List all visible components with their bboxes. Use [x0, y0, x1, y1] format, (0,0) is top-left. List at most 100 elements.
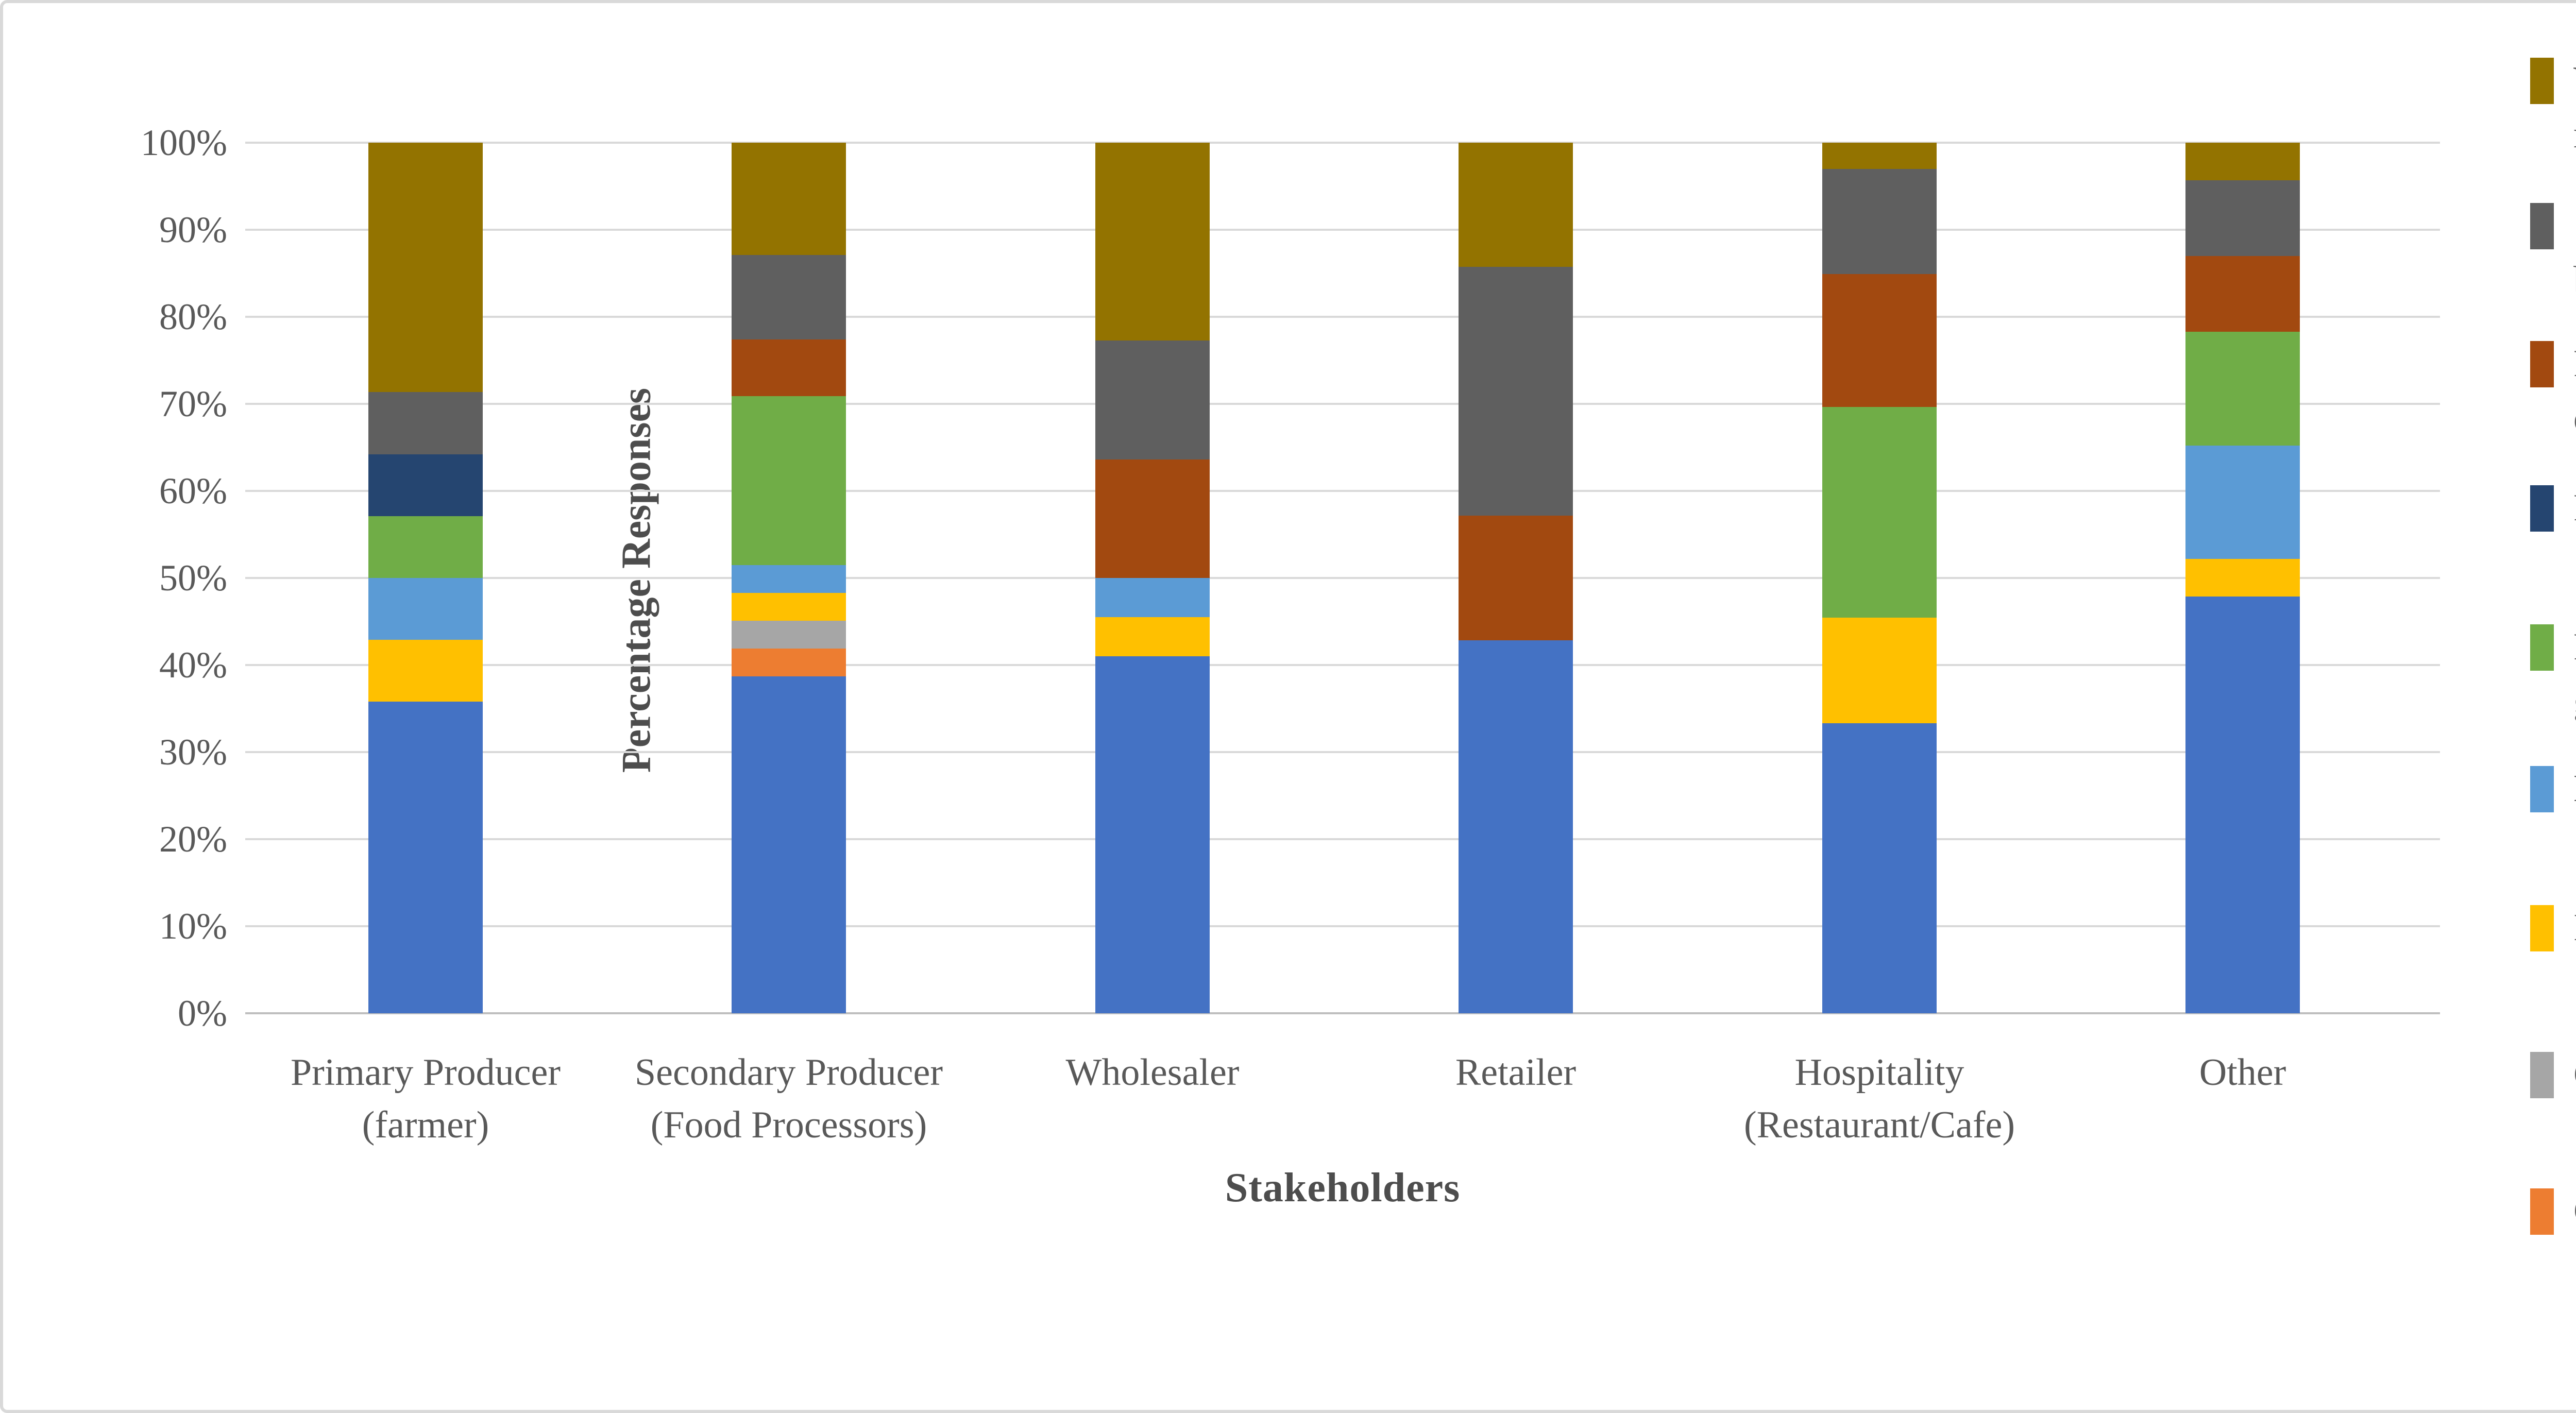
legend-label: Spoiled/contaminated product within best…: [2573, 198, 2576, 308]
bar-secondary-producer: [732, 143, 846, 1013]
bar-segment: [732, 143, 846, 256]
x-category-label-line: (farmer): [362, 1104, 489, 1146]
legend-entry: Spoiled/contaminated product within best…: [2530, 198, 2576, 308]
bar-segment: [368, 392, 483, 454]
x-category-label: Retailer: [1284, 1046, 1748, 1099]
gridline: [245, 838, 2440, 840]
y-tick-label: 60%: [159, 470, 227, 512]
gridline: [245, 142, 2440, 144]
y-axis-title: Percentage Responses: [614, 387, 659, 773]
bar-segment: [2185, 596, 2300, 1013]
legend-label: General throughput waste: [2573, 1047, 2576, 1102]
bar-other: [2185, 143, 2300, 1013]
x-axis-title: Stakeholders: [1225, 1165, 1461, 1211]
bar-segment: [732, 676, 846, 1013]
x-category-label: Wholesaler: [921, 1046, 1384, 1099]
bar-segment: [732, 396, 846, 565]
x-category-label-line: (Food Processors): [650, 1104, 927, 1146]
legend-label: Cooked Vegetables used for stock making: [2573, 1184, 2576, 1238]
y-tick-label: 0%: [178, 993, 227, 1034]
y-tick-label: 10%: [159, 906, 227, 947]
x-category-label-line: Other: [2199, 1051, 2286, 1094]
legend-swatch: [2530, 341, 2554, 387]
bar-segment: [1095, 459, 1210, 578]
bar-segment: [1095, 617, 1210, 657]
legend-entry: N/A to this company: [2530, 761, 2576, 816]
legend-label: Product that has exceeded its best befor…: [2573, 336, 2576, 446]
x-category-label-line: Wholesaler: [1065, 1051, 1240, 1094]
x-category-label-line: Primary Producer: [290, 1051, 561, 1094]
bar-segment: [1095, 143, 1210, 341]
x-category-label-line: Secondary Producer: [635, 1051, 943, 1094]
bar-segment: [732, 255, 846, 339]
legend-swatch: [2530, 1188, 2554, 1235]
legend-label: N/A to this company: [2573, 761, 2576, 816]
gridline: [245, 403, 2440, 405]
gridline: [245, 229, 2440, 231]
bar-segment: [1822, 168, 1937, 275]
bar-segment: [1822, 617, 1937, 723]
bar-segment: [2185, 558, 2300, 597]
bar-segment: [1822, 406, 1937, 618]
bar-segment: [2185, 256, 2300, 332]
bar-wholesaler: [1095, 143, 1210, 1013]
bar-segment: [732, 620, 846, 649]
bar-segment: [2185, 180, 2300, 257]
gridline: [245, 577, 2440, 579]
y-tick-label: 20%: [159, 819, 227, 860]
y-tick-label: 80%: [159, 296, 227, 337]
legend-entry: Inedible Material: [2530, 900, 2576, 955]
bar-segment: [1095, 341, 1210, 459]
bar-segment: [732, 648, 846, 676]
legend-swatch: [2530, 58, 2554, 104]
bar-segment: [2185, 332, 2300, 446]
x-category-label-line: Retailer: [1455, 1051, 1577, 1094]
bar-segment: [1459, 640, 1573, 1013]
bar-hospitality: [1822, 143, 1937, 1013]
legend-label: Peels, pips, cores or other by-products …: [2573, 620, 2576, 729]
x-category-label-line: Hospitality: [1794, 1051, 1964, 1094]
bar-segment: [1459, 267, 1573, 516]
legend-swatch: [2530, 485, 2554, 532]
legend-entry: Whole fruits and or vegetables that do n…: [2530, 53, 2576, 162]
bar-segment: [732, 592, 846, 621]
bar-segment: [1459, 516, 1573, 640]
bar-segment: [368, 454, 483, 516]
y-tick-label: 40%: [159, 644, 227, 686]
bar-segment: [1822, 274, 1937, 407]
legend-label: Inedible Material: [2573, 900, 2576, 955]
bar-segment: [1822, 723, 1937, 1013]
legend-label: Whole fruits and or vegetables that do n…: [2573, 53, 2576, 162]
bar-segment: [368, 516, 483, 578]
bar-retailer: [1459, 143, 1573, 1013]
legend-swatch: [2530, 203, 2554, 249]
legend-entry: Poor Quality: [2530, 481, 2576, 535]
bar-segment: [1095, 578, 1210, 618]
y-tick-label: 70%: [159, 383, 227, 424]
legend-entry: Peels, pips, cores or other by-products …: [2530, 620, 2576, 729]
gridline: [245, 664, 2440, 666]
bar-segment: [368, 640, 483, 702]
legend-swatch: [2530, 1052, 2554, 1098]
bar-segment: [2185, 445, 2300, 559]
bar-segment: [2185, 143, 2300, 180]
legend-label: Poor Quality: [2573, 481, 2576, 535]
legend-entry: General throughput waste: [2530, 1047, 2576, 1102]
bar-segment: [732, 565, 846, 593]
bar-segment: [368, 578, 483, 640]
x-category-label: Primary Producer (farmer): [194, 1046, 657, 1151]
gridline: [245, 925, 2440, 927]
bar-segment: [368, 143, 483, 393]
bar-segment: [1095, 656, 1210, 1013]
legend-entry: Product that has exceeded its best befor…: [2530, 336, 2576, 446]
bar-primary-producer: [368, 143, 483, 1013]
x-category-label: Other: [2011, 1046, 2475, 1099]
gridline: [245, 751, 2440, 753]
gridline: [245, 316, 2440, 318]
y-tick-label: 30%: [159, 731, 227, 773]
x-category-label-line: (Restaurant/Cafe): [1744, 1104, 2015, 1146]
legend-swatch: [2530, 624, 2554, 671]
bar-segment: [1459, 143, 1573, 267]
gridline: [245, 1012, 2440, 1014]
